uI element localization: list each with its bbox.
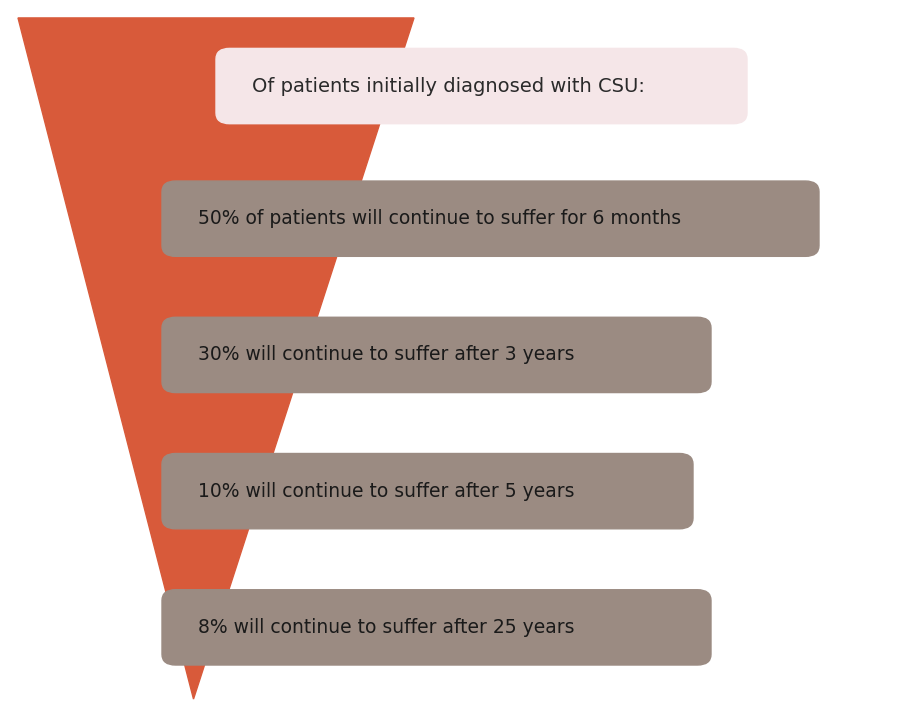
- FancyBboxPatch shape: [162, 589, 711, 665]
- Text: 10% will continue to suffer after 5 years: 10% will continue to suffer after 5 year…: [198, 482, 574, 500]
- Text: Of patients initially diagnosed with CSU:: Of patients initially diagnosed with CSU…: [252, 77, 645, 95]
- Text: 50% of patients will continue to suffer for 6 months: 50% of patients will continue to suffer …: [198, 209, 681, 228]
- FancyBboxPatch shape: [162, 181, 819, 257]
- Text: 8% will continue to suffer after 25 years: 8% will continue to suffer after 25 year…: [198, 618, 574, 637]
- FancyBboxPatch shape: [162, 454, 693, 529]
- FancyBboxPatch shape: [162, 317, 711, 393]
- Text: 30% will continue to suffer after 3 years: 30% will continue to suffer after 3 year…: [198, 346, 574, 364]
- Polygon shape: [18, 18, 414, 699]
- FancyBboxPatch shape: [216, 49, 747, 123]
